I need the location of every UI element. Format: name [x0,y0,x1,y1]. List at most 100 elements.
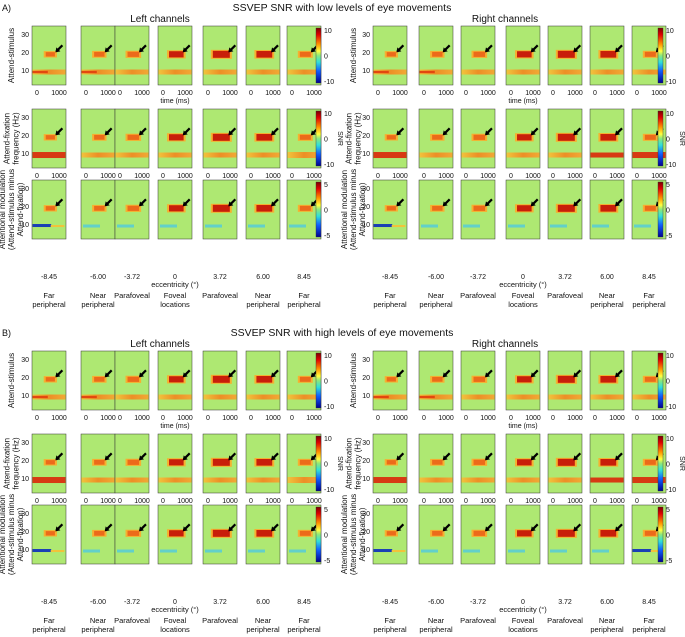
x-tick-label: 1000 [392,90,408,97]
tf-map-cell [547,179,583,240]
eccentricity-value: -8.45 [382,274,398,281]
tf-map-cell [589,433,625,494]
x-tick-label: 0 [464,173,468,180]
tf-map-cell [245,108,281,169]
tf-map-cell [505,179,541,240]
tf-map-cell [80,108,116,169]
left-channels-title: Left channels [130,14,190,25]
x-tick-label: 0 [161,498,165,505]
location-label: Parafoveal [202,291,238,300]
colorbar-tick-label: 5 [666,507,670,514]
x-tick-label: 1000 [306,415,322,422]
x-tick-label: 0 [551,498,555,505]
colorbar-tick-label: 10 [666,111,674,118]
y-tick-label: 10 [362,547,370,554]
x-tick-label: 0 [422,173,426,180]
location-label: locations [160,300,190,309]
x-tick-label: 0 [161,90,165,97]
colorbar-tick-label: 10 [324,436,332,443]
x-tick-label: 0 [635,173,639,180]
location-label: Foveal [164,291,187,300]
colorbar-tick-label: -10 [324,404,334,411]
eccentricity-value: 3.72 [558,274,572,281]
x-tick-label: 1000 [651,173,667,180]
x-tick-label: 1000 [609,415,625,422]
location-label: Near [428,291,445,300]
x-tick-label: 0 [84,173,88,180]
tf-map-cell [80,433,116,494]
location-label: Far [384,291,396,300]
colorbar-tick-label: 0 [666,54,670,61]
colorbar-tick-label: 10 [666,353,674,360]
tf-map-cell [418,433,454,494]
row-label: Attentional modulation [340,170,349,249]
colorbar [657,506,664,563]
x-tick-label: 0 [206,173,210,180]
tf-map-cell [80,504,116,565]
y-tick-label: 20 [362,204,370,211]
x-tick-label: 0 [206,90,210,97]
y-tick-label: 10 [21,68,29,75]
eccentricity-value: 8.45 [642,599,656,606]
left-channels-title: Left channels [130,339,190,350]
colorbar-tick-label: 0 [324,54,328,61]
tf-map-cell [245,504,281,565]
tf-map-cell [460,350,496,411]
x-tick-label: 0 [118,173,122,180]
colorbar [315,435,322,492]
x-tick-label: 1000 [134,415,150,422]
colorbar-tick-label: 5 [324,182,328,189]
eccentricity-axis-label: eccentricity (°) [151,280,199,289]
tf-map-cell [202,350,238,411]
location-label: Far [643,291,655,300]
x-tick-label: 0 [376,90,380,97]
tf-map-cell [505,108,541,169]
colorbar-tick-label: 10 [666,28,674,35]
location-label: Far [643,616,655,625]
x-tick-label: 0 [376,498,380,505]
colorbar-tick-label: -5 [666,233,672,240]
x-axis-label: time (ms) [508,98,537,105]
tf-map-cell [372,433,408,494]
x-tick-label: 0 [206,498,210,505]
location-label: Near [428,616,445,625]
tf-map-cell [460,179,496,240]
row-label: frequency (Hz) [12,437,21,490]
y-tick-label: 20 [362,50,370,57]
tf-map-cell [589,25,625,86]
tf-map-cell [245,179,281,240]
tf-map-cell [114,433,150,494]
location-label: Parafoveal [460,616,496,625]
location-label: peripheral [373,625,407,634]
location-label: Far [298,291,310,300]
x-tick-label: 0 [35,173,39,180]
colorbar-label: SNR [678,131,685,146]
panel-label: A) [2,3,11,13]
tf-map-cell [418,108,454,169]
x-tick-label: 1000 [525,415,541,422]
row-label: Attend-fixation) [358,182,367,236]
colorbar [657,435,664,492]
x-tick-label: 0 [422,498,426,505]
y-tick-label: 30 [362,186,370,193]
y-tick-label: 10 [21,547,29,554]
x-tick-label: 0 [118,415,122,422]
tf-map-cell [286,179,322,240]
panel-title: SSVEP SNR with low levels of eye movemen… [233,2,452,14]
tf-map-cell [505,350,541,411]
x-tick-label: 1000 [392,415,408,422]
tf-map-cell [245,350,281,411]
x-tick-label: 1000 [480,415,496,422]
eccentricity-value: 6.00 [600,274,614,281]
x-tick-label: 1000 [609,498,625,505]
x-tick-label: 0 [464,415,468,422]
tf-map-cell [418,25,454,86]
tf-map-cell [589,179,625,240]
tf-map-cell [505,433,541,494]
x-tick-label: 0 [551,415,555,422]
tf-map-cell [157,350,193,411]
x-tick-label: 1000 [265,173,281,180]
tf-map-cell [589,350,625,411]
